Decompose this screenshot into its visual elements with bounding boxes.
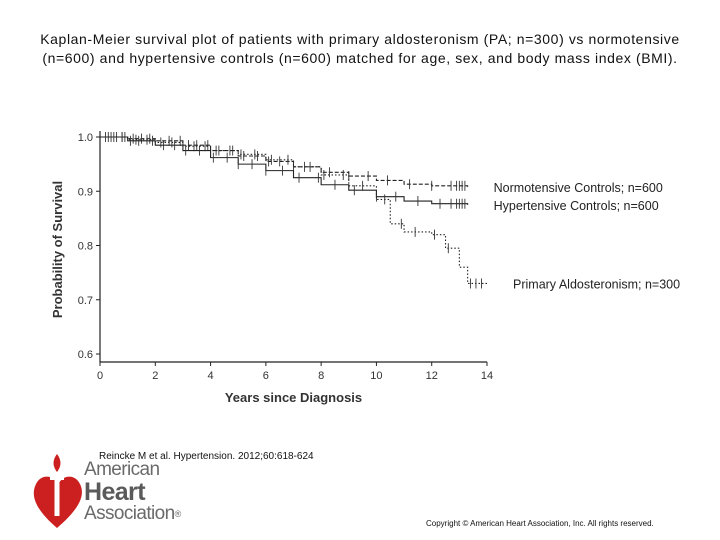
series-label-1: Normotensive Controls; n=600 bbox=[494, 181, 663, 195]
x-tick-label: 8 bbox=[318, 370, 324, 382]
registered-mark: ® bbox=[174, 509, 182, 519]
aha-line-3: Association® bbox=[84, 504, 181, 524]
legend-layer: Normotensive Controls; n=600 Hypertensive… bbox=[494, 181, 680, 292]
torch-handle bbox=[54, 472, 60, 516]
copyright-notice: Copyright © American Heart Association, … bbox=[426, 519, 654, 528]
aha-line-1: American bbox=[84, 459, 160, 480]
aha-wordmark: American Heart Association® bbox=[84, 460, 181, 524]
aha-torch-heart-icon bbox=[33, 454, 82, 528]
x-tick-label: 2 bbox=[152, 370, 158, 382]
km-plot: 0.6 0.7 0.8 0.9 1.0 0 2 4 6 8 10 12 14 Years since Di… bbox=[40, 120, 680, 420]
figure-title: Kaplan-Meier survival plot of patients w… bbox=[40, 31, 680, 66]
citation: Reincke M et al. Hypertension. 2012;60:6… bbox=[99, 451, 314, 462]
y-tick-label: 0.8 bbox=[78, 241, 93, 253]
y-tick-label: 0.9 bbox=[78, 186, 93, 198]
x-tick-label: 6 bbox=[263, 370, 269, 382]
y-tick-label: 0.6 bbox=[78, 349, 93, 361]
y-tick-label: 0.7 bbox=[78, 295, 93, 307]
y-tick-label: 1.0 bbox=[78, 132, 93, 144]
series-label-3: Primary Aldosteronism; n=300 bbox=[513, 277, 680, 291]
x-tick-label: 14 bbox=[481, 370, 493, 382]
x-tick-label: 4 bbox=[208, 370, 214, 382]
series-label-2: Hypertensive Controls; n=600 bbox=[494, 199, 659, 213]
km-plot-svg: 0.6 0.7 0.8 0.9 1.0 0 2 4 6 8 10 12 14 Years since Di… bbox=[50, 125, 680, 405]
x-axis-label: Years since Diagnosis bbox=[225, 390, 362, 405]
x-tick-label: 10 bbox=[370, 370, 382, 382]
plot-background bbox=[100, 125, 668, 365]
aha-line-3-text: Association bbox=[84, 503, 175, 524]
series-line-2 bbox=[100, 136, 469, 205]
torch-flame bbox=[53, 454, 61, 472]
aha-line-2: Heart bbox=[84, 478, 146, 506]
torch-crossbar bbox=[50, 476, 64, 480]
x-tick-label: 12 bbox=[426, 370, 438, 382]
y-axis-label: Probability of Survival bbox=[50, 181, 65, 318]
x-tick-label: 0 bbox=[97, 370, 103, 382]
series-layer bbox=[100, 132, 487, 289]
axes: 0.6 0.7 0.8 0.9 1.0 0 2 4 6 8 10 12 14 Years since Di… bbox=[50, 131, 493, 405]
